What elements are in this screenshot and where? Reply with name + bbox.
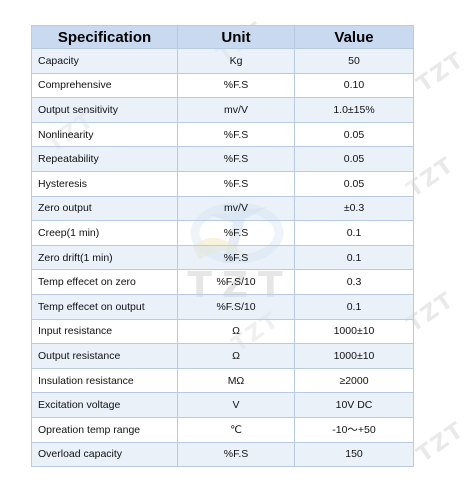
spec-name-cell: Hysteresis — [31, 170, 178, 197]
spec-unit-cell: V — [177, 392, 295, 418]
spec-unit-cell: mv/V — [177, 97, 295, 123]
spec-value-cell: 0.05 — [294, 170, 414, 197]
spec-unit-cell: Ω — [177, 318, 295, 345]
spec-name-cell: Temp effecet on output — [31, 293, 178, 320]
spec-value-cell: 1.0±15% — [294, 97, 414, 123]
spec-value-cell: 0.1 — [294, 293, 414, 320]
spec-value-cell: 1000±10 — [294, 318, 414, 345]
table-row: Zero output mv/V ±0.3 — [31, 195, 414, 222]
table-row: Output sensitivity mv/V 1.0±15% — [31, 97, 414, 123]
spec-name-cell: Zero drift(1 min) — [31, 244, 178, 271]
spec-unit-cell: ℃ — [177, 416, 295, 443]
table-row: Insulation resistance MΩ ≥2000 — [31, 367, 414, 394]
spec-unit-cell: %F.S — [177, 244, 295, 271]
spec-name-cell: Zero output — [31, 195, 178, 222]
spec-unit-cell: %F.S — [177, 220, 295, 246]
spec-name-cell: Creep(1 min) — [31, 220, 178, 246]
specification-table: Specification Unit Value Capacity Kg 50 Com… — [31, 25, 414, 468]
spec-value-cell: 0.1 — [294, 244, 414, 271]
spec-unit-cell: %F.S — [177, 72, 295, 99]
table-row: Excitation voltage V 10V DC — [31, 392, 414, 418]
spec-unit-cell: mv/V — [177, 195, 295, 222]
table-row: Overload capacity %F.S 150 — [31, 441, 414, 468]
spec-value-cell: 0.3 — [294, 269, 414, 295]
table-row: Hysteresis %F.S 0.05 — [31, 170, 414, 197]
spec-unit-cell: %F.S/10 — [177, 293, 295, 320]
watermark-text: TZT — [412, 47, 470, 98]
spec-unit-cell: %F.S — [177, 146, 295, 172]
spec-name-cell: Comprehensive — [31, 72, 178, 99]
spec-value-cell: 0.05 — [294, 121, 414, 148]
spec-unit-cell: Ω — [177, 343, 295, 369]
spec-value-cell: -10～+50 — [294, 416, 414, 443]
table-row: Temp effecet on output %F.S/10 0.1 — [31, 293, 414, 320]
table-row: Temp effecet on zero %F.S/10 0.3 — [31, 269, 414, 295]
table-row: Capacity Kg 50 — [31, 48, 414, 74]
spec-unit-cell: Kg — [177, 48, 295, 74]
spec-name-cell: Output resistance — [31, 343, 178, 369]
spec-name-cell: Temp effecet on zero — [31, 269, 178, 295]
table-row: Repeatability %F.S 0.05 — [31, 146, 414, 172]
spec-value-cell: 50 — [294, 48, 414, 74]
table-row: Output resistance Ω 1000±10 — [31, 343, 414, 369]
column-header-value: Value — [294, 25, 414, 49]
spec-value-cell: 0.05 — [294, 146, 414, 172]
watermark-text: TZT — [412, 417, 470, 468]
spec-value-cell: ±0.3 — [294, 195, 414, 222]
spec-unit-cell: %F.S — [177, 170, 295, 197]
spec-name-cell: Insulation resistance — [31, 367, 178, 394]
spec-name-cell: Output sensitivity — [31, 97, 178, 123]
spec-value-cell: ≥2000 — [294, 367, 414, 394]
table-row: Input resistance Ω 1000±10 — [31, 318, 414, 345]
spec-name-cell: Capacity — [31, 48, 178, 74]
column-header-unit: Unit — [177, 25, 295, 49]
spec-value-cell: 10V DC — [294, 392, 414, 418]
table-row: Zero drift(1 min) %F.S 0.1 — [31, 244, 414, 271]
spec-name-cell: Repeatability — [31, 146, 178, 172]
spec-value-cell: 0.1 — [294, 220, 414, 246]
spec-value-cell: 150 — [294, 441, 414, 468]
table-row: Opreation temp range ℃ -10～+50 — [31, 416, 414, 443]
spec-name-cell: Nonlinearity — [31, 121, 178, 148]
spec-name-cell: Opreation temp range — [31, 416, 178, 443]
table-row: Creep(1 min) %F.S 0.1 — [31, 220, 414, 246]
table-header-row: Specification Unit Value — [31, 25, 414, 49]
table-row: Comprehensive %F.S 0.10 — [31, 72, 414, 99]
spec-unit-cell: %F.S — [177, 441, 295, 468]
spec-name-cell: Overload capacity — [31, 441, 178, 468]
spec-unit-cell: %F.S/10 — [177, 269, 295, 295]
spec-name-cell: Input resistance — [31, 318, 178, 345]
spec-unit-cell: MΩ — [177, 367, 295, 394]
column-header-specification: Specification — [31, 25, 178, 49]
spec-value-cell: 1000±10 — [294, 343, 414, 369]
spec-value-cell: 0.10 — [294, 72, 414, 99]
spec-unit-cell: %F.S — [177, 121, 295, 148]
spec-name-cell: Excitation voltage — [31, 392, 178, 418]
table-row: Nonlinearity %F.S 0.05 — [31, 121, 414, 148]
